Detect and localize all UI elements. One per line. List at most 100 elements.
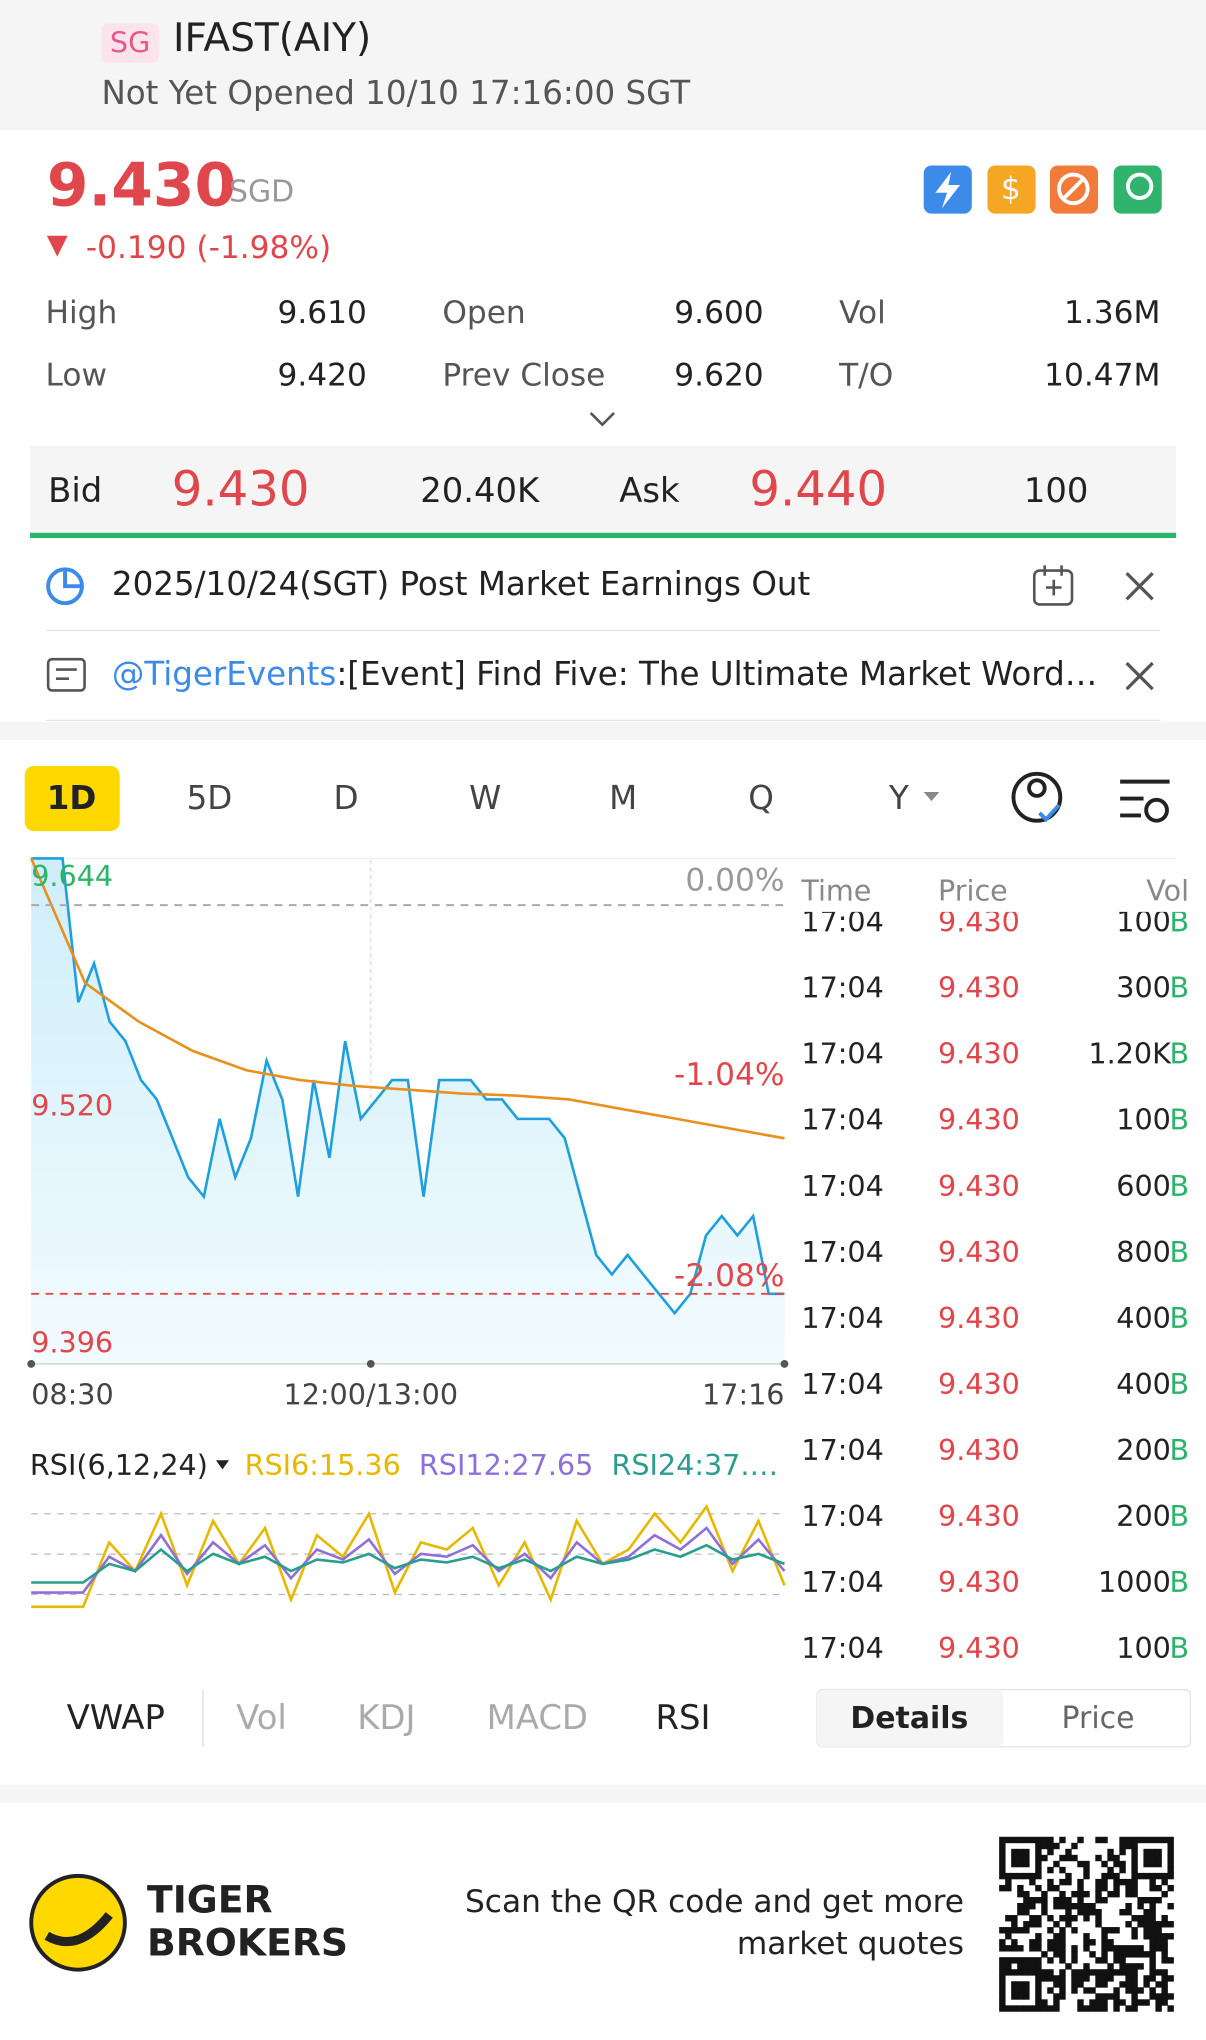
qr-cell <box>1065 1878 1072 1886</box>
qr-cell <box>1011 1921 1018 1928</box>
indicator-tab[interactable]: KDJ <box>357 1698 415 1737</box>
qr-cell <box>1119 1836 1126 1844</box>
qr-cell <box>1131 1945 1138 1952</box>
qr-cell <box>1011 1927 1018 1934</box>
qr-cell <box>1077 1981 1084 1988</box>
qr-cell <box>1071 1915 1078 1922</box>
trade-time: 17:04 <box>801 1103 883 1137</box>
notice-text[interactable]: 2025/10/24(SGT) Post Market Earnings Out <box>112 565 810 603</box>
qr-cell <box>1155 1872 1162 1880</box>
detail-tab[interactable]: Price <box>1062 1701 1135 1736</box>
event-link[interactable]: @TigerEvents <box>112 655 336 693</box>
period-tab[interactable]: Q <box>748 779 774 817</box>
qr-cell <box>1065 1902 1072 1910</box>
brand: TIGER <box>147 1877 273 1921</box>
qr-cell <box>1155 1921 1162 1928</box>
period-tab[interactable]: Y <box>888 779 909 817</box>
y2-tick-label: -2.08% <box>674 1258 784 1294</box>
qr-cell <box>1011 1939 1018 1946</box>
qr-cell <box>1143 1915 1150 1922</box>
trade-price: 9.430 <box>938 971 1020 1005</box>
qr-cell <box>1017 1872 1024 1880</box>
qr-cell <box>1023 1896 1030 1904</box>
qr-cell <box>1101 1860 1108 1868</box>
trade-time: 17:04 <box>801 1169 883 1203</box>
qr-cell <box>1053 1945 1060 1952</box>
qr-cell <box>1077 1975 1084 1982</box>
qr-cell <box>999 1987 1006 1994</box>
stat-label: Prev Close <box>442 357 605 393</box>
status: Not Yet Opened 10/10 17:16:00 SGT <box>101 74 690 112</box>
qr-cell <box>1155 1836 1162 1844</box>
svg-text:$: $ <box>1001 171 1021 207</box>
qr-cell <box>1119 1999 1126 2006</box>
qr-cell <box>1131 1836 1138 1844</box>
feature-icons[interactable]: $ <box>923 165 1162 214</box>
qr-cell <box>1059 1902 1066 1910</box>
qr-cell <box>1023 1927 1030 1934</box>
qr-cell <box>1011 1993 1018 2000</box>
qr-cell <box>1113 1993 1120 2000</box>
trade-vol: 100 <box>1116 905 1171 939</box>
earnings-icon <box>46 567 84 606</box>
qr-cell <box>1071 1957 1078 1964</box>
indicator-tab[interactable]: RSI <box>656 1698 711 1737</box>
period-tab[interactable]: 5D <box>187 779 233 817</box>
qr-cell <box>1065 1872 1072 1880</box>
qr-cell <box>1125 1921 1132 1928</box>
qr-cell <box>1095 1969 1102 1976</box>
qr-cell <box>1101 1993 1108 2000</box>
qr-cell <box>1125 1902 1132 1910</box>
qr-cell <box>1095 1981 1102 1988</box>
expand-chevron[interactable] <box>589 412 615 427</box>
qr-cell <box>1005 1957 1012 1964</box>
indicator-tab[interactable]: Vol <box>236 1698 287 1737</box>
qr-cell <box>1155 1945 1162 1952</box>
qr-cell <box>999 1872 1006 1880</box>
calendar-add[interactable] <box>1032 565 1074 606</box>
notice-event[interactable]: @TigerEvents:[Event] Find Five: The Ulti… <box>112 655 1097 693</box>
qr-cell <box>1149 1915 1156 1922</box>
qr-cell <box>1155 1860 1162 1868</box>
qr-cell <box>1119 1860 1126 1868</box>
qr-cell <box>1059 1987 1066 1994</box>
qr-cell <box>1143 1836 1150 1844</box>
stat-label: High <box>46 295 118 331</box>
trade-price: 9.430 <box>938 1103 1020 1137</box>
period-tab[interactable]: M <box>609 779 637 817</box>
period-tab[interactable]: 1D <box>47 779 97 817</box>
close[interactable] <box>1125 661 1154 691</box>
qr-cell <box>1155 1927 1162 1934</box>
qr-cell <box>1149 1951 1156 1958</box>
qr-cell <box>1155 1999 1162 2006</box>
qr-cell <box>1119 1969 1126 1976</box>
qr-cell <box>1011 1945 1018 1952</box>
qr-cell <box>1023 1836 1030 1844</box>
qr-cell <box>1137 1945 1144 1952</box>
settings-icon[interactable] <box>1120 779 1170 823</box>
qr-cell <box>1131 1999 1138 2006</box>
qr-cell <box>1017 1848 1024 1856</box>
qr-cell <box>1167 2005 1174 2012</box>
qr-cell <box>1011 1957 1018 1964</box>
qr-cell <box>1089 1951 1096 1958</box>
period-tab[interactable]: D <box>334 779 359 817</box>
period-tab[interactable]: W <box>469 779 501 817</box>
indicator-tab[interactable]: VWAP <box>67 1698 165 1737</box>
qr-cell <box>1149 1878 1156 1886</box>
qr-cell <box>1071 1854 1078 1862</box>
trade-vol: 200 <box>1116 1433 1171 1467</box>
indicator-tab[interactable]: MACD <box>487 1698 588 1737</box>
qr-cell <box>1095 1890 1102 1898</box>
qr-cell <box>1041 1902 1048 1910</box>
logo <box>29 1873 127 1972</box>
close[interactable] <box>1125 572 1154 601</box>
qr-cell <box>1047 1836 1054 1844</box>
account-icon[interactable] <box>1011 771 1063 823</box>
qr-cell <box>1137 1951 1144 1958</box>
qr-cell <box>1035 1999 1042 2006</box>
detail-tab[interactable]: Details <box>850 1701 968 1736</box>
rsi-title: RSI(6,12,24) <box>30 1448 208 1482</box>
qr-cell <box>1131 1933 1138 1940</box>
qr-cell <box>1083 1860 1090 1868</box>
